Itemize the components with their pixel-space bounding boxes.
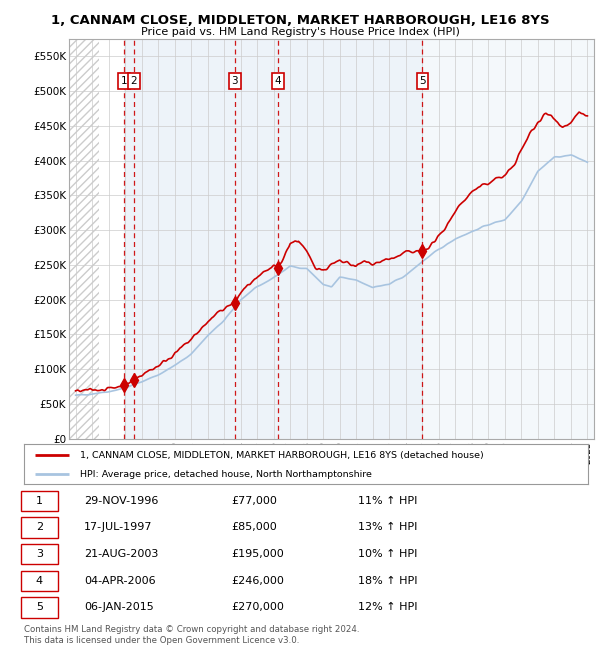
- Text: 13% ↑ HPI: 13% ↑ HPI: [358, 523, 417, 532]
- Text: 10% ↑ HPI: 10% ↑ HPI: [358, 549, 417, 559]
- Text: 11% ↑ HPI: 11% ↑ HPI: [358, 496, 417, 506]
- Text: 1, CANNAM CLOSE, MIDDLETON, MARKET HARBOROUGH, LE16 8YS: 1, CANNAM CLOSE, MIDDLETON, MARKET HARBO…: [50, 14, 550, 27]
- Text: 5: 5: [419, 76, 426, 86]
- FancyBboxPatch shape: [20, 544, 58, 564]
- Text: 1: 1: [121, 76, 127, 86]
- FancyBboxPatch shape: [20, 517, 58, 538]
- Bar: [69, 39, 99, 439]
- Bar: [235, 39, 278, 439]
- Text: Price paid vs. HM Land Registry's House Price Index (HPI): Price paid vs. HM Land Registry's House …: [140, 27, 460, 37]
- Bar: [124, 39, 134, 439]
- Text: 3: 3: [36, 549, 43, 559]
- Text: 5: 5: [36, 603, 43, 612]
- Text: HPI: Average price, detached house, North Northamptonshire: HPI: Average price, detached house, Nort…: [80, 470, 372, 478]
- Text: 4: 4: [275, 76, 281, 86]
- Text: £195,000: £195,000: [231, 549, 284, 559]
- Text: £85,000: £85,000: [231, 523, 277, 532]
- Text: £77,000: £77,000: [231, 496, 277, 506]
- Text: 3: 3: [232, 76, 238, 86]
- Text: 2: 2: [36, 523, 43, 532]
- Bar: [278, 39, 422, 439]
- Text: 1: 1: [36, 496, 43, 506]
- Text: 29-NOV-1996: 29-NOV-1996: [84, 496, 158, 506]
- Bar: [422, 39, 594, 439]
- Text: 1, CANNAM CLOSE, MIDDLETON, MARKET HARBOROUGH, LE16 8YS (detached house): 1, CANNAM CLOSE, MIDDLETON, MARKET HARBO…: [80, 450, 484, 460]
- Text: Contains HM Land Registry data © Crown copyright and database right 2024.
This d: Contains HM Land Registry data © Crown c…: [24, 625, 359, 645]
- FancyBboxPatch shape: [20, 491, 58, 511]
- Text: 4: 4: [36, 576, 43, 586]
- Text: 06-JAN-2015: 06-JAN-2015: [84, 603, 154, 612]
- Text: £270,000: £270,000: [231, 603, 284, 612]
- Text: 2: 2: [131, 76, 137, 86]
- FancyBboxPatch shape: [20, 571, 58, 591]
- FancyBboxPatch shape: [20, 597, 58, 618]
- Text: £246,000: £246,000: [231, 576, 284, 586]
- Text: 18% ↑ HPI: 18% ↑ HPI: [358, 576, 417, 586]
- Text: 04-APR-2006: 04-APR-2006: [84, 576, 155, 586]
- Text: 17-JUL-1997: 17-JUL-1997: [84, 523, 152, 532]
- Text: 21-AUG-2003: 21-AUG-2003: [84, 549, 158, 559]
- Text: 12% ↑ HPI: 12% ↑ HPI: [358, 603, 417, 612]
- Bar: [134, 39, 235, 439]
